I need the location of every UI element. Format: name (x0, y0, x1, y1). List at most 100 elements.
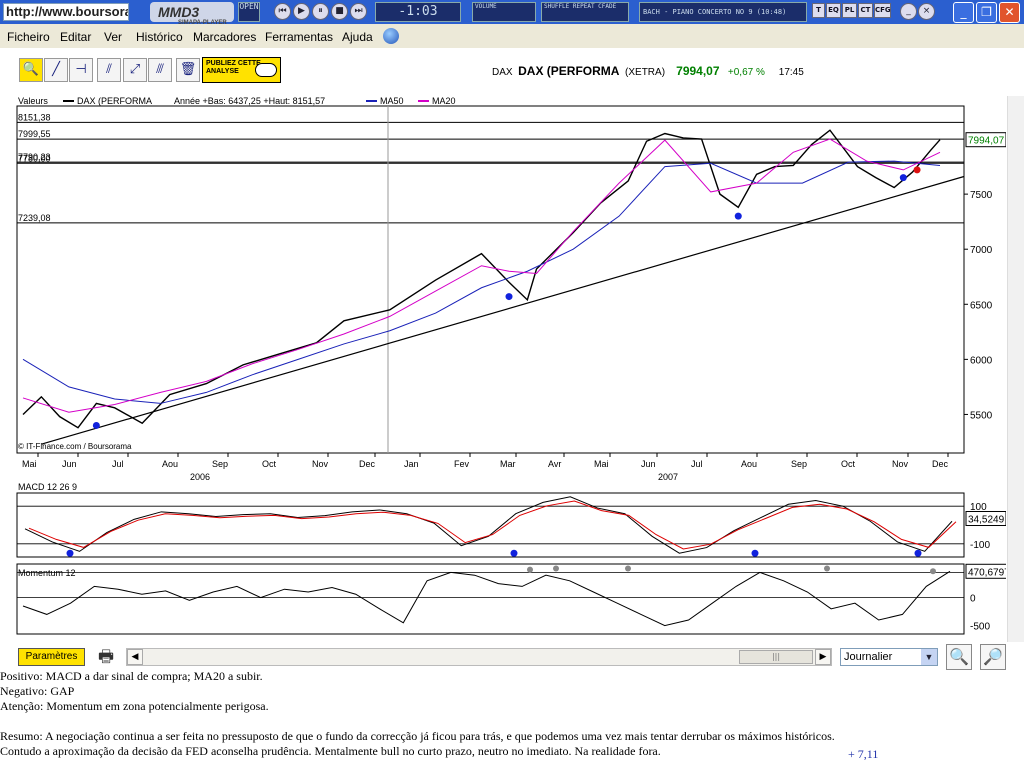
momentum-warning-dot (625, 565, 631, 572)
x-month-label: Sep (791, 459, 807, 469)
next-button[interactable]: ⏭ (350, 3, 367, 20)
chevron-down-icon[interactable]: ▼ (921, 649, 937, 665)
momentum-tick-label: -500 (970, 622, 990, 633)
minimize-icon[interactable]: _ (953, 2, 974, 23)
menu-editar[interactable]: Editar (60, 30, 92, 44)
chart-credit: © IT-Finance.com / Boursorama (18, 442, 132, 451)
legend-valeurs: Valeurs (18, 96, 48, 106)
macd-panel: MACD 12 26 9 100 -100 34,5249 (16, 482, 1006, 558)
tag-cfg[interactable]: CFG (874, 3, 891, 18)
momentum-warning-dot (527, 566, 533, 573)
open-button[interactable]: OPEN (238, 2, 260, 22)
browser-titlebar: http://www.boursorama.com/ MMD3SIMAPA-PL… (0, 0, 1024, 26)
x-month-label: Mai (22, 459, 37, 469)
volume-slider[interactable]: VOLUME (472, 2, 536, 22)
period-select[interactable]: Journalier ▼ (840, 648, 938, 666)
player-logo: MMD3 SIMAPA-PLAYER (150, 2, 234, 26)
price-panel: Valeurs DAX (PERFORMA Année +Bas: 6437,25 … (16, 96, 1006, 482)
tag-t[interactable]: T (812, 3, 825, 18)
mode-panel[interactable]: SHUFFLE REPEAT CFADE (541, 2, 629, 22)
macd-buy-dot (751, 549, 759, 557)
price-level-label: 7790,23 (18, 152, 51, 162)
menu-marcadores[interactable]: Marcadores (193, 30, 257, 44)
price-frame (16, 105, 965, 454)
macd-tick-label: 100 (970, 502, 987, 513)
scroll-left-icon[interactable]: ◀ (127, 649, 143, 665)
period-value: Journalier (844, 651, 893, 663)
trendline-tool-icon[interactable]: ╱ (44, 58, 68, 82)
menu-ficheiro[interactable]: Ficheiro (7, 30, 50, 44)
play-button[interactable]: ▶ (293, 3, 310, 20)
chart-toolbar: 🔍 ╱ ⊣ ⫽ ⤢ ⫻ 🗑 PUBLIEZ CETTE ANALYSE DAX … (0, 48, 1024, 94)
comment-negative: Negativo: GAP (0, 684, 75, 698)
momentum-panel: Momentum 12 0 -500 470,6797 (16, 563, 1006, 635)
x-month-label: Dec (359, 459, 376, 469)
x-month-label: Nov (892, 459, 909, 469)
x-month-label: Fev (454, 459, 470, 469)
pause-button[interactable]: ⏸ (312, 3, 329, 20)
zoom-out-icon[interactable]: 🔍 (946, 644, 972, 670)
series-line-ma20 (22, 138, 941, 413)
open-label: OPEN (239, 2, 259, 11)
horizontal-line-tool-icon[interactable]: ⊣ (69, 58, 93, 82)
parameters-button[interactable]: Paramètres (18, 648, 85, 666)
x-month-label: Mar (500, 459, 516, 469)
comment-summary-1: Resumo: A negociação continua a ser feit… (0, 729, 835, 743)
prev-button[interactable]: ⏮ (274, 3, 291, 20)
player-min-button[interactable]: _ (900, 3, 917, 20)
menu-ferramentas[interactable]: Ferramentas (265, 30, 334, 44)
x-month-label: Nov (312, 459, 329, 469)
legend-ma20: MA20 (432, 96, 456, 106)
menu-ver[interactable]: Ver (104, 30, 123, 44)
publish-analysis-button[interactable]: PUBLIEZ CETTE ANALYSE (202, 57, 281, 83)
printer-icon[interactable]: 🖶 (97, 647, 115, 667)
menu-historico[interactable]: Histórico (136, 30, 183, 44)
scroll-right-icon[interactable]: ▶ (815, 649, 831, 665)
x-month-label: Mai (594, 459, 609, 469)
maximize-icon[interactable]: ❐ (976, 2, 997, 23)
momentum-frame (16, 563, 965, 635)
momentum-last-value: 470,6797 (968, 567, 1006, 578)
y-tick-label: 6000 (970, 355, 993, 366)
close-icon[interactable]: ✕ (999, 2, 1020, 23)
buy-signal-dot (505, 293, 513, 301)
macd-signal-line (28, 500, 957, 550)
x-month-label: Oct (262, 459, 277, 469)
price-level-label: 7239,08 (18, 213, 51, 223)
scroll-thumb[interactable]: ||| (739, 650, 813, 664)
macd-frame (16, 492, 965, 558)
x-month-label: Jul (691, 459, 703, 469)
x-month-label: Dec (932, 459, 949, 469)
player-close-button[interactable]: × (918, 3, 935, 20)
tag-pl[interactable]: PL (842, 3, 857, 18)
url-field[interactable]: http://www.boursorama.com/ (3, 3, 129, 21)
trash-icon[interactable]: 🗑 (176, 58, 200, 82)
vertical-scrollbar[interactable] (1007, 96, 1024, 642)
dax-chart[interactable]: Valeurs DAX (PERFORMA Année +Bas: 6437,25 … (0, 94, 1006, 640)
extra-value: + 7,11 (848, 747, 879, 761)
horizontal-scrollbar[interactable]: ◀ ||| ▶ (126, 648, 832, 666)
parallel-tool-icon[interactable]: ⫻ (148, 58, 172, 82)
channel-tool-icon[interactable]: ⫽ (97, 58, 121, 82)
momentum-warning-dot (553, 565, 559, 572)
track-time: -1:03 (375, 2, 461, 22)
comment-attention: Atenção: Momentum em zona potencialmente… (0, 699, 269, 713)
momentum-line (22, 570, 951, 627)
buy-signal-dot (899, 174, 907, 182)
volume-label: VOLUME (475, 3, 497, 10)
stop-button[interactable]: ■ (331, 3, 348, 20)
tag-ct[interactable]: CT (858, 3, 873, 18)
tag-eq[interactable]: EQ (826, 3, 841, 18)
momentum-title: Momentum 12 (18, 568, 76, 578)
price-level-label: 8151,38 (18, 112, 51, 122)
x-month-label: Jun (62, 459, 77, 469)
series-line-dax-performa (22, 129, 941, 429)
legend-price: DAX (PERFORMA (77, 96, 152, 106)
x-month-label: Oct (841, 459, 856, 469)
menu-ajuda[interactable]: Ajuda (342, 30, 373, 44)
x-month-label: Jun (641, 459, 656, 469)
zoom-tool-icon[interactable]: 🔍 (19, 58, 43, 82)
zoom-in-icon[interactable]: 🔎 (980, 644, 1006, 670)
quote-price: 7994,07 (676, 64, 720, 78)
fibonacci-tool-icon[interactable]: ⤢ (123, 58, 147, 82)
